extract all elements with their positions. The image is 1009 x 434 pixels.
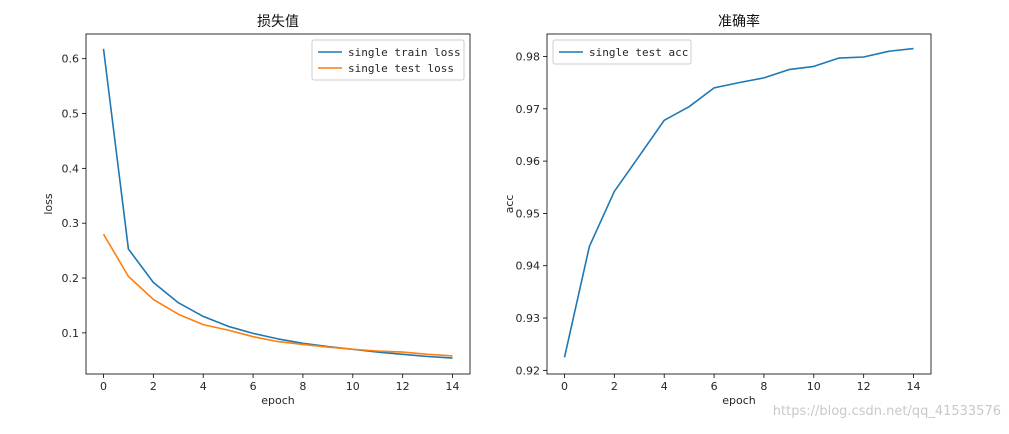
x-tick-label: 0 bbox=[561, 380, 568, 393]
y-tick-label: 0.92 bbox=[516, 364, 541, 377]
x-tick-label: 12 bbox=[396, 380, 410, 393]
y-tick-label: 0.6 bbox=[62, 53, 80, 66]
x-tick-label: 10 bbox=[807, 380, 821, 393]
legend-label: single test acc bbox=[589, 46, 688, 59]
x-tick-label: 2 bbox=[611, 380, 618, 393]
y-axis-label: acc bbox=[503, 195, 516, 214]
x-tick-label: 8 bbox=[299, 380, 306, 393]
series-line-0 bbox=[563, 47, 914, 358]
x-tick-label: 0 bbox=[100, 380, 107, 393]
legend-label: single train loss bbox=[348, 46, 461, 59]
plot-frame bbox=[546, 33, 932, 375]
chart-title: 准确率 bbox=[718, 13, 760, 30]
watermark-text: https://blog.csdn.net/qq_41533576 bbox=[772, 404, 1001, 419]
chart-title: 损失值 bbox=[257, 14, 299, 30]
x-tick-label: 10 bbox=[346, 380, 360, 393]
x-tick-label: 12 bbox=[857, 380, 871, 393]
legend-box bbox=[311, 39, 465, 81]
y-tick-label: 0.96 bbox=[516, 155, 541, 168]
y-tick-label: 0.1 bbox=[62, 327, 80, 340]
x-tick-label: 4 bbox=[200, 380, 207, 393]
y-tick-label: 0.94 bbox=[516, 260, 541, 273]
series-line-1 bbox=[102, 233, 453, 357]
x-tick-label: 2 bbox=[150, 380, 157, 393]
y-axis-label: loss bbox=[42, 193, 55, 215]
y-tick-label: 0.97 bbox=[516, 103, 541, 116]
legend: single test acc bbox=[552, 39, 692, 65]
y-tick-label: 0.98 bbox=[516, 50, 541, 63]
y-tick-label: 0.95 bbox=[516, 207, 541, 220]
legend: single train loss single test loss bbox=[311, 39, 465, 81]
x-tick-label: 14 bbox=[907, 380, 921, 393]
x-tick-label: 6 bbox=[711, 380, 718, 393]
y-tick-label: 0.3 bbox=[62, 217, 80, 230]
y-tick-label: 0.93 bbox=[516, 312, 541, 325]
x-axis-label: epoch bbox=[261, 394, 295, 407]
legend-box bbox=[552, 39, 692, 65]
legend-label: single test loss bbox=[348, 62, 454, 75]
x-tick-label: 6 bbox=[250, 380, 257, 393]
plot-frame bbox=[85, 33, 471, 375]
x-axis-label: epoch bbox=[722, 394, 756, 407]
y-tick-label: 0.5 bbox=[62, 108, 80, 121]
x-tick-label: 14 bbox=[446, 380, 460, 393]
x-tick-label: 8 bbox=[760, 380, 767, 393]
accuracy-chart: 准确率 0 2 4 6 8 10 12 14 0.92 0.93 0.94 0.95 0.96 0.97 0.… bbox=[503, 13, 932, 407]
series-line-0 bbox=[102, 48, 453, 359]
y-tick-label: 0.4 bbox=[62, 162, 80, 175]
loss-chart: 损失值 0 2 4 6 8 10 12 14 0.1 0.2 0.3 0.4 0.5 0.6 epoch los… bbox=[42, 14, 471, 407]
y-tick-label: 0.2 bbox=[62, 272, 80, 285]
x-tick-label: 4 bbox=[661, 380, 668, 393]
